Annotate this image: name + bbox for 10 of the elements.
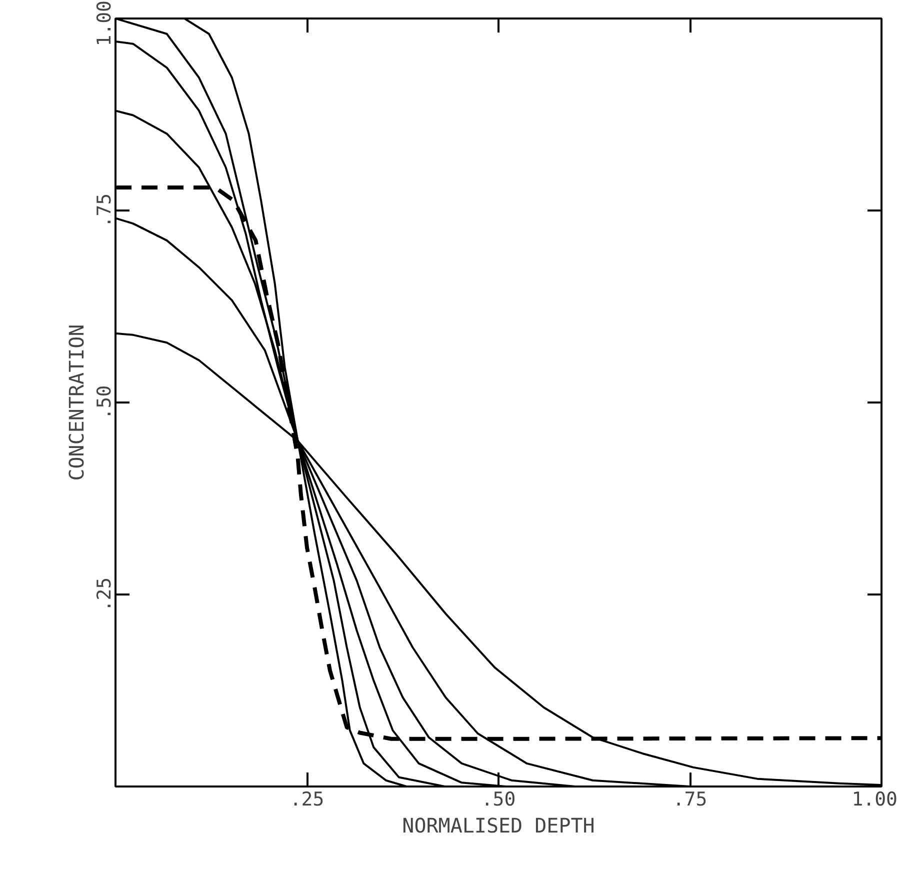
y-tick-label: .50 bbox=[94, 385, 116, 420]
x-tick-label: 1.00 bbox=[852, 788, 897, 810]
x-tick-label: .25 bbox=[290, 788, 324, 810]
x-tick-label: .50 bbox=[481, 788, 516, 810]
y-tick-label: .75 bbox=[94, 193, 116, 228]
y-tick-label: 1.00 bbox=[94, 0, 116, 46]
y-axis-title: CONCENTRATION bbox=[64, 324, 88, 481]
x-axis-title: NORMALISED DEPTH bbox=[402, 814, 595, 838]
x-tick-label: .75 bbox=[672, 788, 708, 810]
y-tick-label: .25 bbox=[94, 577, 116, 612]
